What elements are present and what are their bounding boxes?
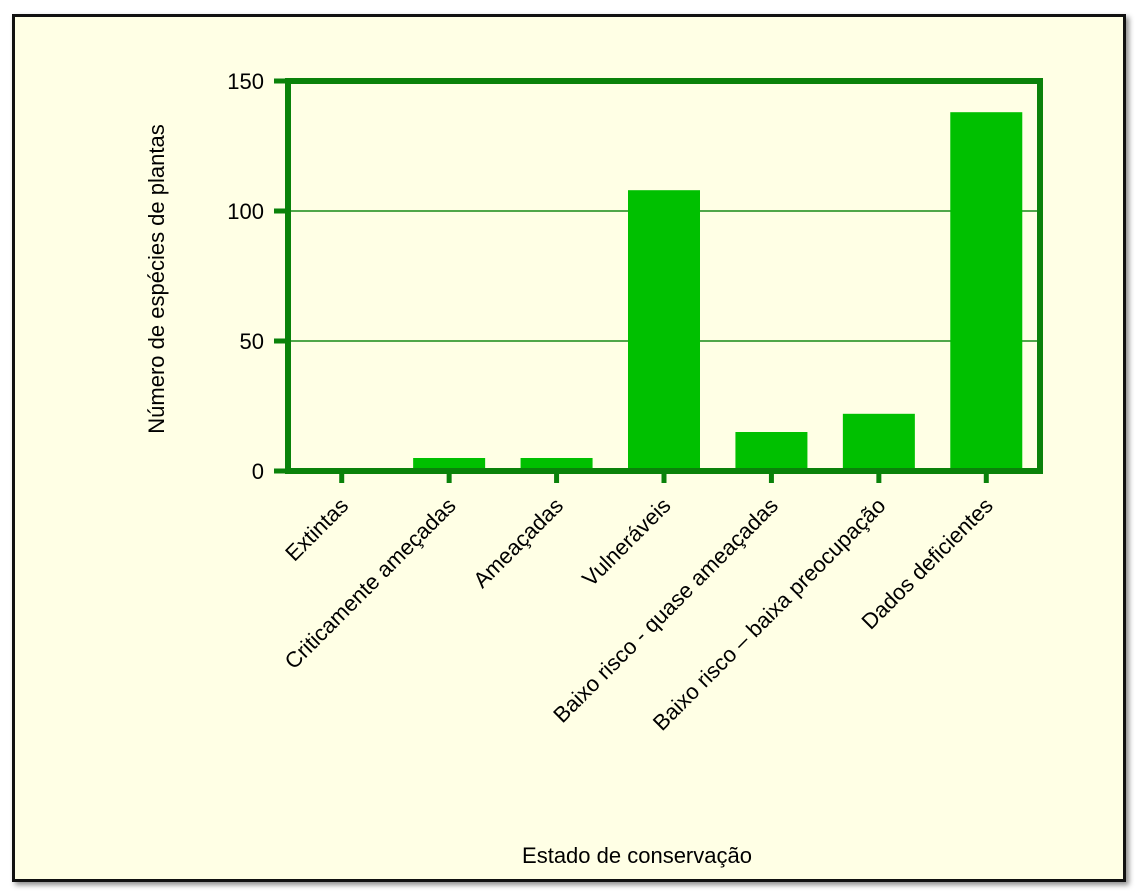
bar-5 [842,413,915,471]
y-tick-label: 0 [252,459,264,484]
x-tick-label: Baixo risco – baixa preocupação [648,493,891,736]
y-axis-title: Número de espécies de plantas [144,124,169,433]
bar-6 [950,112,1023,471]
x-axis-title: Estado de conservação [522,843,752,868]
bar-4 [735,432,808,471]
y-axis-ticks: 0 50 100 150 [227,69,288,484]
y-tick-label: 100 [227,199,264,224]
x-tick-label: Extintas [280,493,353,566]
x-tick-label: Criticamente ameçadas [280,493,461,674]
bars [413,112,1023,471]
x-tick-label: Ameaçadas [468,493,568,593]
chart-frame: 0 50 100 150 Extintas Criticamente ameçadas A… [12,14,1126,882]
x-tick-label: Baixo risco - quase ameaçadas [548,493,783,728]
bar-2 [520,458,593,471]
y-tick-label: 150 [227,69,264,94]
bar-1 [413,458,486,471]
x-tick-label: Vulneráveis [577,493,675,591]
bar-3 [628,190,700,471]
y-tick-label: 50 [240,329,264,354]
